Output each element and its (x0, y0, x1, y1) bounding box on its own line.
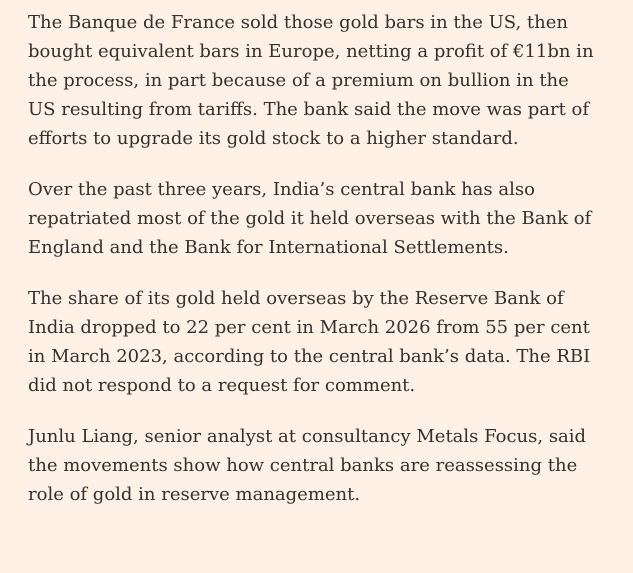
text-line: Junlu Liang, senior analyst at consultan… (28, 426, 587, 447)
text-line: in March 2023, according to the central … (28, 346, 591, 367)
text-line: England and the Bank for International S… (28, 237, 509, 258)
paragraph-metals-focus-quote: Junlu Liang, senior analyst at consultan… (28, 422, 626, 509)
text-line: did not respond to a request for comment… (28, 375, 416, 396)
text-line: The share of its gold held overseas by t… (28, 288, 564, 309)
text-line: efforts to upgrade its gold stock to a h… (28, 128, 519, 149)
text-line: repatriated most of the gold it held ove… (28, 208, 592, 229)
text-line: role of gold in reserve management. (28, 484, 361, 505)
text-line: the process, in part because of a premiu… (28, 70, 569, 91)
paragraph-banque-de-france: The Banque de France sold those gold bar… (28, 8, 626, 153)
text-line: US resulting from tariffs. The bank said… (28, 99, 590, 120)
text-line: India dropped to 22 per cent in March 20… (28, 317, 590, 338)
text-line: bought equivalent bars in Europe, nettin… (28, 41, 594, 62)
text-line: The Banque de France sold those gold bar… (28, 12, 568, 33)
text-line: the movements show how central banks are… (28, 455, 578, 476)
text-line: Over the past three years, India’s centr… (28, 179, 535, 200)
paragraph-india-repatriation: Over the past three years, India’s centr… (28, 175, 626, 262)
paragraph-rbi-share: The share of its gold held overseas by t… (28, 284, 626, 400)
